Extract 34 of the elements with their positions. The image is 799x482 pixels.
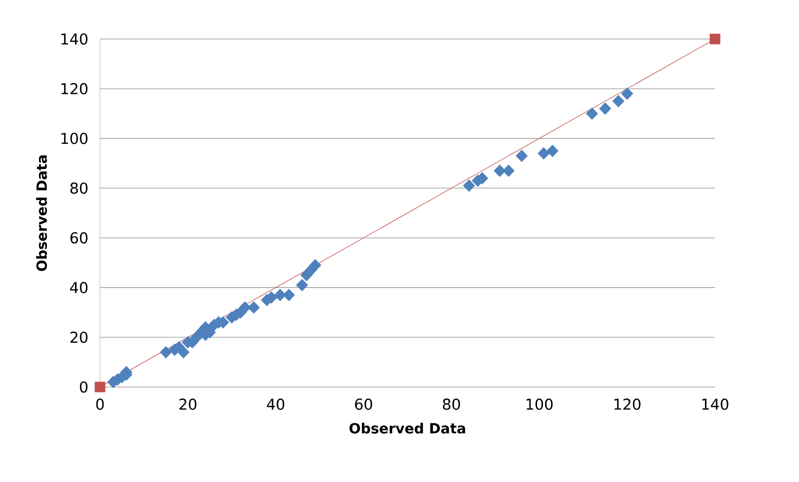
- point: [462, 179, 476, 192]
- point: [538, 147, 550, 160]
- point: [612, 94, 624, 108]
- point: [710, 34, 720, 44]
- x-tick-label: 40: [266, 398, 284, 410]
- point: [309, 259, 322, 272]
- point: [516, 150, 528, 162]
- point: [296, 278, 308, 292]
- x-tick-label: 20: [179, 398, 196, 410]
- y-tick-label: 40: [70, 282, 88, 294]
- y-tick-label: 60: [70, 232, 88, 244]
- y-tick-label: 20: [70, 332, 88, 343]
- point: [94, 382, 106, 392]
- point: [599, 102, 612, 115]
- y-tick-label: 100: [61, 132, 88, 144]
- y-tick-label: 0: [80, 381, 88, 393]
- y-tick-label: 120: [61, 83, 88, 94]
- y-tick-label: 140: [61, 33, 88, 45]
- x-tick-label: 0: [96, 398, 104, 410]
- point: [177, 346, 190, 358]
- x-tick-label: 100: [526, 398, 553, 410]
- point: [248, 301, 260, 314]
- x-axis-title: Observed Data: [350, 422, 466, 434]
- x-tick-label: 120: [614, 398, 640, 410]
- point: [621, 87, 634, 100]
- y-axis-title: Observed Data: [36, 155, 47, 271]
- point: [160, 346, 172, 358]
- y-tick-label: 80: [70, 182, 88, 194]
- point: [586, 107, 598, 120]
- point: [494, 164, 506, 177]
- x-tick-label: 80: [442, 398, 460, 410]
- point: [546, 144, 559, 158]
- x-tick-label: 60: [355, 398, 372, 410]
- x-tick-label: 140: [702, 398, 728, 410]
